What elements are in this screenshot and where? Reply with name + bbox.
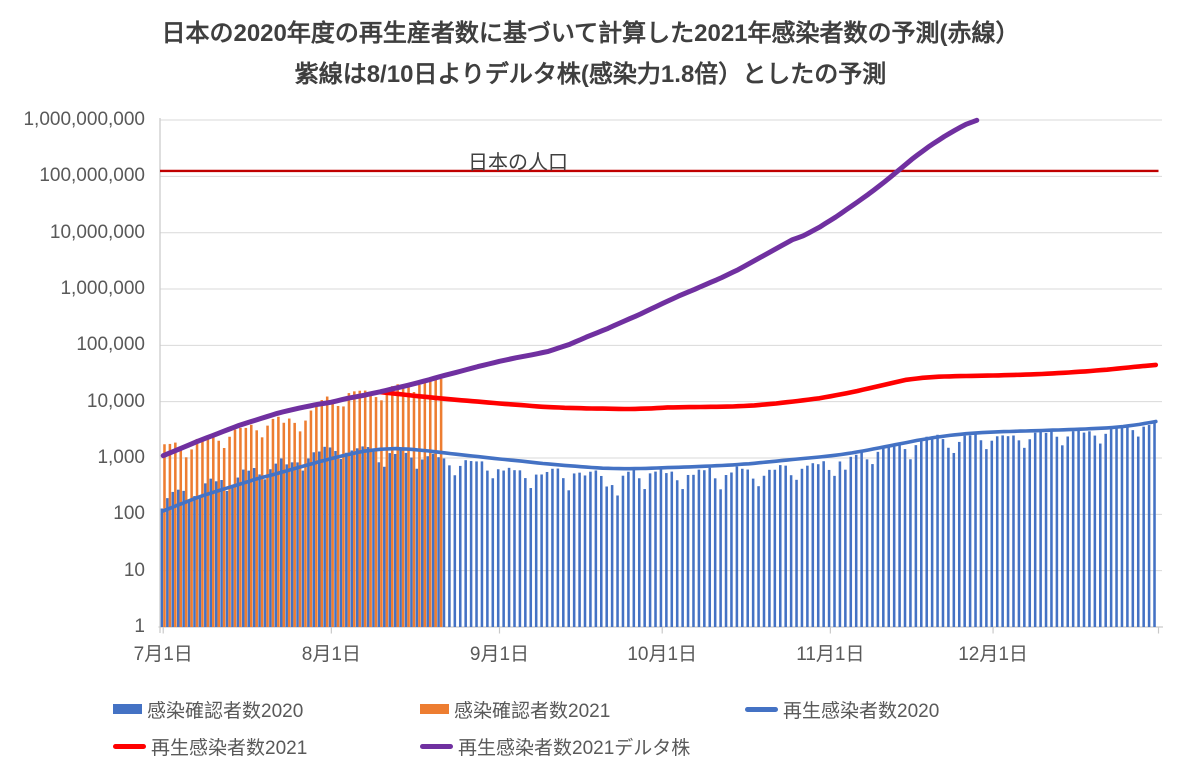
bars-2021 <box>163 378 443 627</box>
legend-line-swatch-icon <box>113 743 146 749</box>
trend-line-2021-delta <box>160 117 980 459</box>
x-tick-label: 9月1日 <box>469 644 530 665</box>
x-tick-label: 7月1日 <box>133 644 193 665</box>
y-tick-label: 100,000 <box>76 334 145 356</box>
y-tick-label: 1,000,000 <box>60 278 145 300</box>
legend-label: 感染確認者数2020 <box>147 700 304 722</box>
y-tick-label: 100 <box>113 503 145 525</box>
legend-bar-swatch-icon <box>113 704 142 714</box>
x-tick-label: 8月1日 <box>301 644 361 665</box>
legend-line-swatch-icon <box>420 743 453 749</box>
y-tick-label: 1,000,000,000 <box>23 109 145 131</box>
y-tick-label: 1 <box>134 616 145 637</box>
legend-line-swatch-icon <box>745 706 778 712</box>
x-tick-label: 11月1日 <box>796 644 865 665</box>
y-tick-label: 10 <box>123 559 145 581</box>
chart-title-line2: 紫線は8/10日よりデルタ株(感染力1.8倍）としたの予測 <box>294 61 887 88</box>
legend-label: 感染確認者数2021 <box>454 700 611 722</box>
population-annotation: 日本の人口 <box>468 152 568 174</box>
legend-item: 感染確認者数2020 <box>113 697 304 722</box>
y-tick-label: 1,000 <box>97 447 145 468</box>
trend-line-2021 <box>377 362 1159 412</box>
x-tick-label: 10月1日 <box>627 644 698 665</box>
x-tick-label: 12月1日 <box>958 644 1028 665</box>
legend-item: 再生感染者数2021デルタ株 <box>420 734 691 759</box>
legend-bar-swatch-icon <box>420 704 449 714</box>
legend-label: 再生感染者数2021 <box>151 737 308 759</box>
y-tick-label: 100,000,000 <box>39 165 145 187</box>
legend-item: 再生感染者数2020 <box>745 697 940 722</box>
legend-item: 再生感染者数2021 <box>113 734 308 759</box>
bars-2020 <box>160 421 1156 627</box>
legend-label: 再生感染者数2021デルタ株 <box>458 737 691 759</box>
chart-title-line1: 日本の2020年度の再生産者数に基づいて計算した2021年感染者数の予測(赤線） <box>161 20 1020 47</box>
legend-label: 再生感染者数2020 <box>783 700 940 722</box>
trend-line-2020 <box>161 419 1158 513</box>
legend-item: 感染確認者数2021 <box>420 697 611 722</box>
y-tick-label: 10,000,000 <box>49 221 145 243</box>
y-tick-label: 10,000 <box>86 390 145 412</box>
